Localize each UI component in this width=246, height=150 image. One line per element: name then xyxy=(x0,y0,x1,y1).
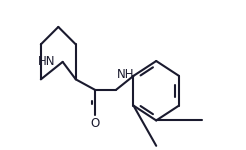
Text: NH: NH xyxy=(117,68,134,81)
Text: O: O xyxy=(90,117,100,130)
Text: HN: HN xyxy=(38,55,56,68)
